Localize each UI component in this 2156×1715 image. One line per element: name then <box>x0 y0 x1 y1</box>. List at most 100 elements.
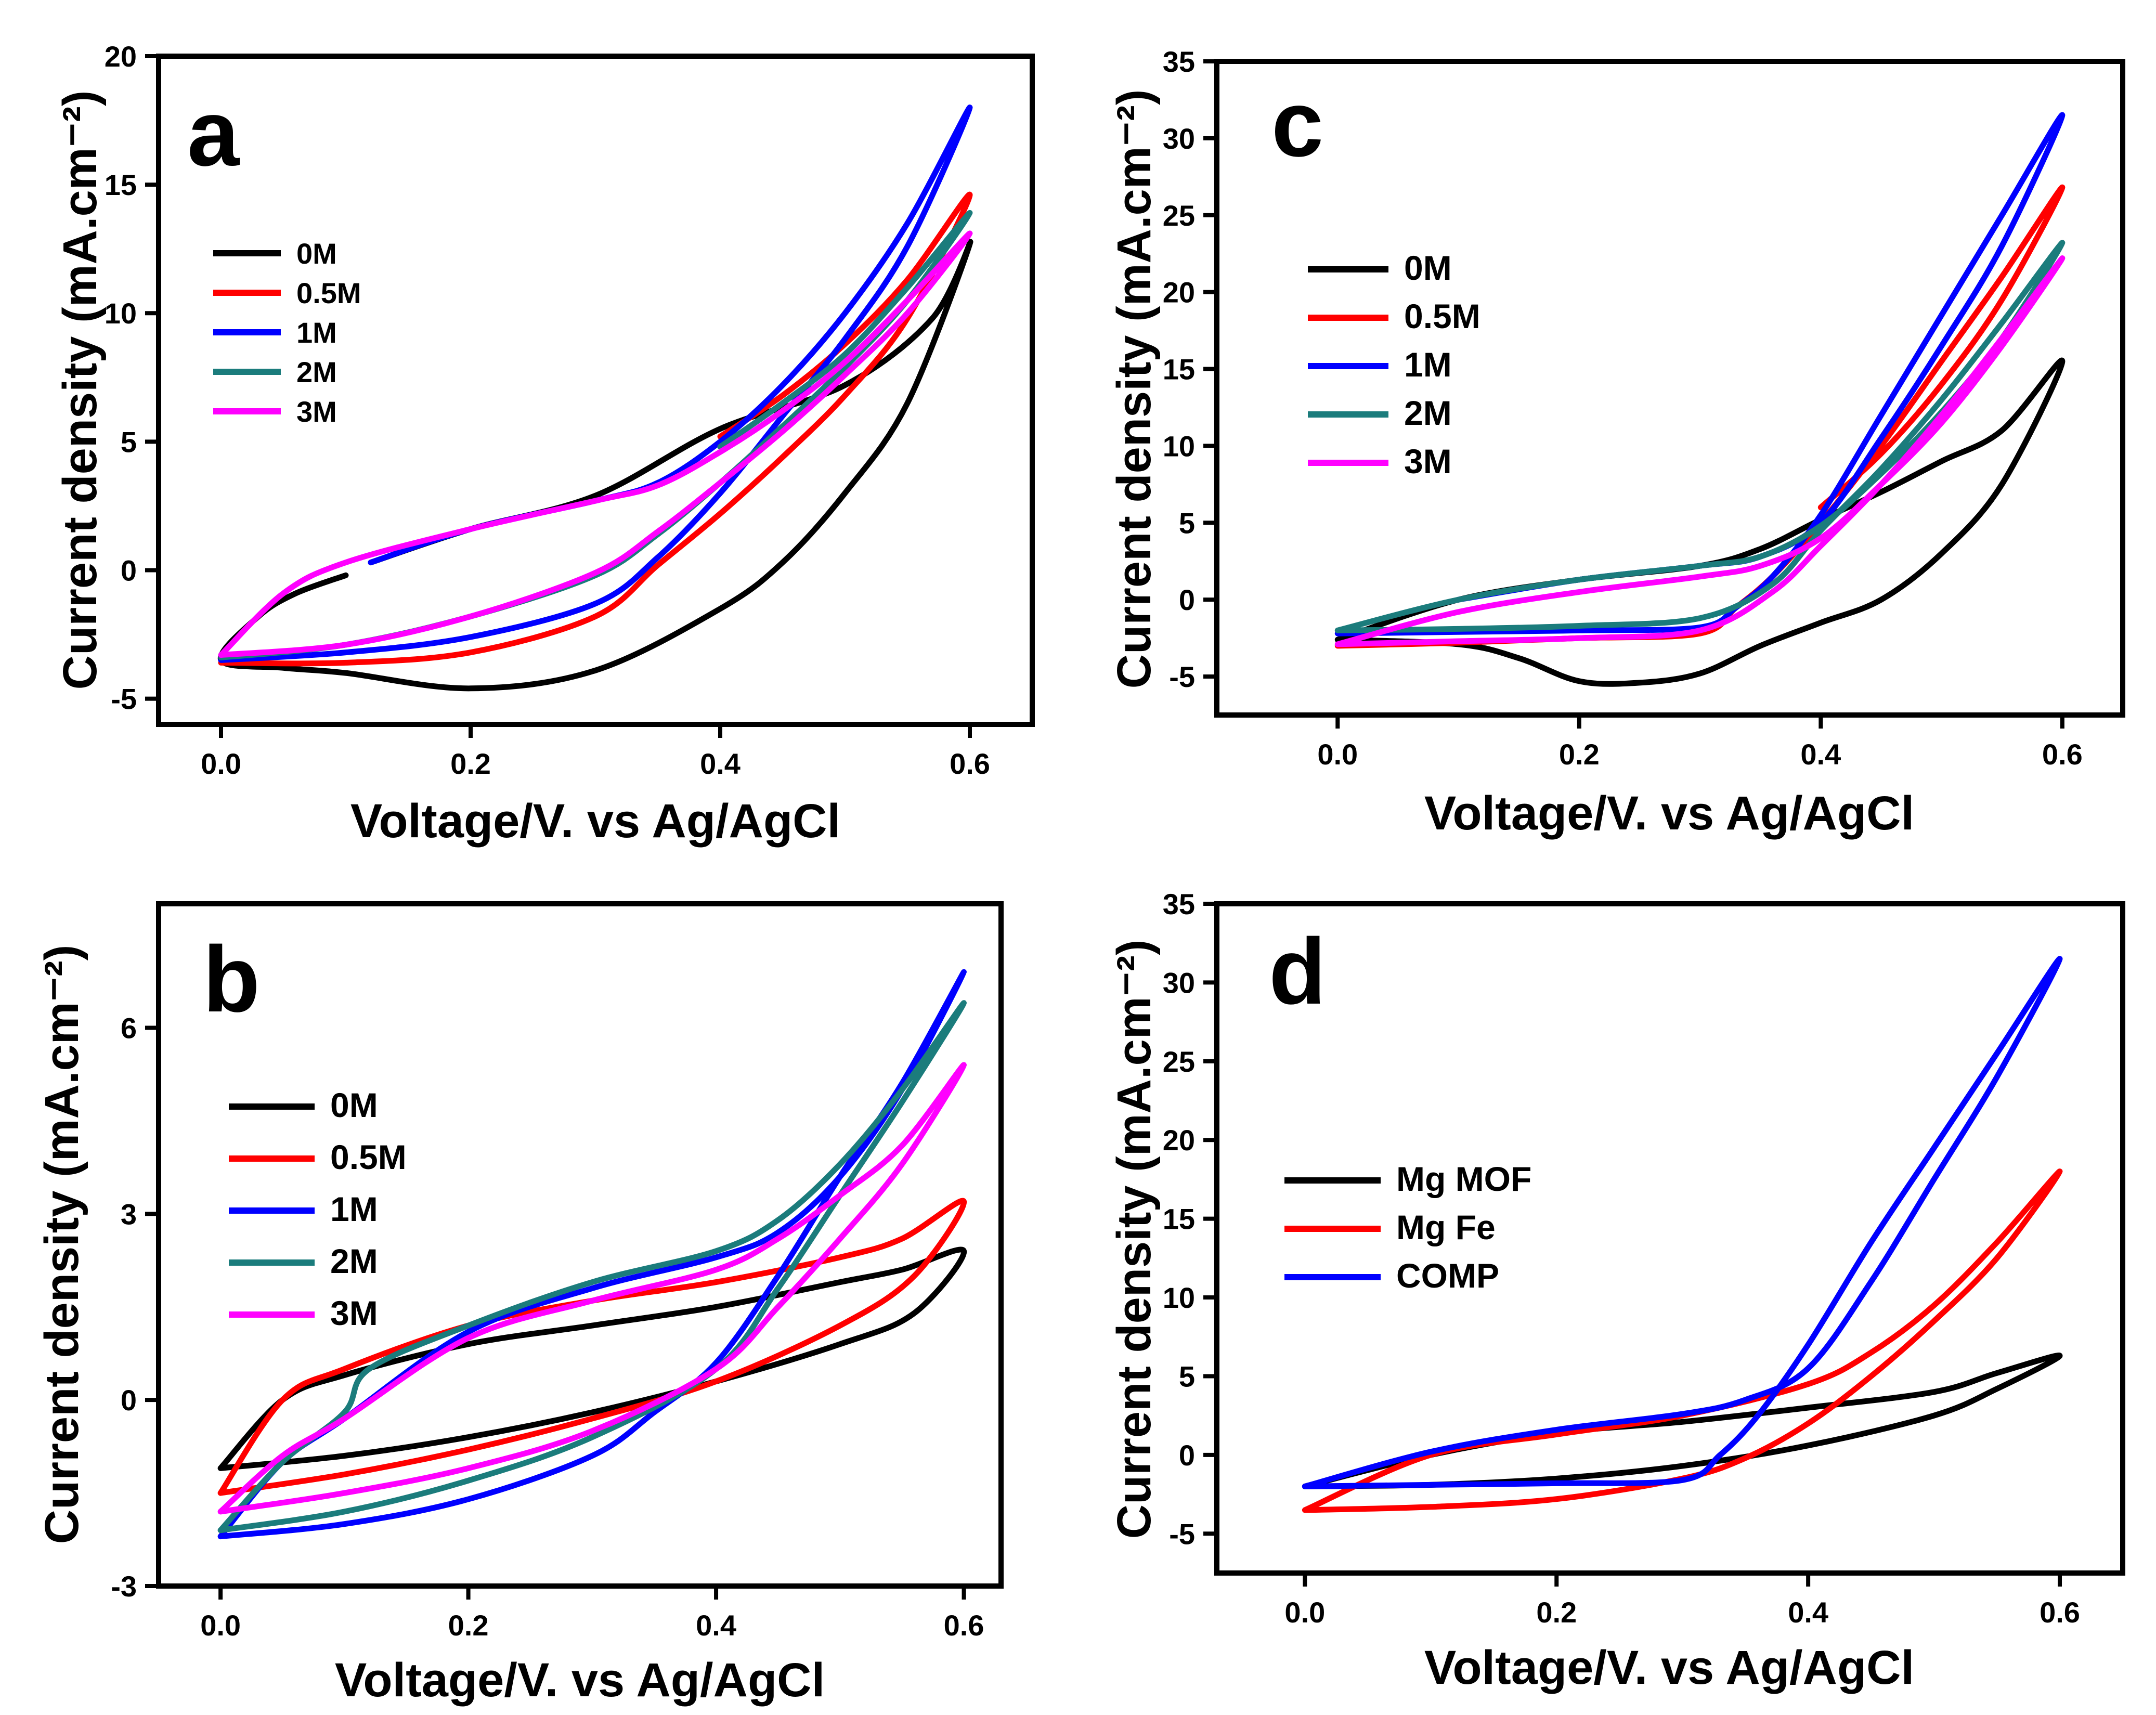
series-line-b-2 <box>217 969 967 1540</box>
legend-label-d-0: Mg MOF <box>1396 1160 1531 1198</box>
series-line-b-4 <box>217 1062 967 1515</box>
y-tick-label-c-2: 5 <box>1179 506 1195 539</box>
legend-label-b-2: 1M <box>330 1190 378 1228</box>
legend-label-c-1: 0.5M <box>1404 297 1480 335</box>
plot-frame-a <box>156 54 1035 727</box>
legend-d: Mg MOF Mg Fe COMP <box>1284 1160 1531 1295</box>
legend-label-c-0: 0M <box>1404 249 1452 287</box>
x-axis-title-c: Voltage/V. vs Ag/AgCl <box>1424 787 1914 840</box>
panel-b: 0.0 0.2 0.4 0.6 -3 0 3 6 b Voltage/V. vs Ag/AgC… <box>35 901 1004 1707</box>
y-tick-label-b-3: 6 <box>121 1012 137 1045</box>
series-line-b-1 <box>217 1198 967 1496</box>
x-tick-label-c-1: 0.2 <box>1559 738 1600 771</box>
series-line-d-1 <box>1302 1168 2063 1513</box>
y-tick-label-b-0: -3 <box>111 1570 137 1603</box>
series-line-a-1 <box>218 191 973 667</box>
legend-label-b-1: 0.5M <box>330 1138 407 1176</box>
plot-frame-c <box>1214 59 2125 718</box>
panel-a: 0.0 0.2 0.4 0.6 -5 0 5 10 15 20 a Voltage/V. vs A… <box>54 40 1035 848</box>
y-tick-label-c-1: 0 <box>1179 583 1195 616</box>
legend-label-b-3: 2M <box>330 1242 378 1280</box>
x-tick-label-c-3: 0.6 <box>2042 738 2083 771</box>
y-tick-label-c-8: 35 <box>1163 45 1195 78</box>
x-tick-label-a-1: 0.2 <box>450 747 491 780</box>
y-tick-label-a-4: 15 <box>105 168 137 201</box>
series-line-b-0 <box>217 1246 967 1471</box>
series-line-a-4 <box>218 230 973 658</box>
series-c <box>1334 112 2066 687</box>
panel-label-c: c <box>1271 72 1323 176</box>
legend-label-c-2: 1M <box>1404 345 1452 384</box>
y-tick-label-a-5: 20 <box>105 40 137 73</box>
series-line-b-3 <box>217 1000 967 1534</box>
series-line-c-4 <box>1334 255 2066 647</box>
legend-b: 0M 0.5M 1M 2M 3M <box>229 1086 407 1332</box>
x-tick-label-b-1: 0.2 <box>448 1609 489 1642</box>
x-axis-title-b: Voltage/V. vs Ag/AgCl <box>335 1654 825 1707</box>
legend-a: 0M 0.5M 1M 2M 3M <box>213 237 361 428</box>
series-line-d-0 <box>1302 1353 2063 1489</box>
y-tick-label-c-0: -5 <box>1169 660 1195 693</box>
x-tick-label-a-2: 0.4 <box>700 747 741 780</box>
y-axis-title-a: Current density (mA.cm⁻²) <box>54 90 107 690</box>
y-tick-label-a-3: 10 <box>105 297 137 330</box>
series-a <box>217 105 973 692</box>
y-tick-label-a-0: -5 <box>111 683 137 716</box>
y-axis-title-b: Current density (mA.cm⁻²) <box>35 945 88 1544</box>
y-tick-label-b-1: 0 <box>121 1384 137 1417</box>
series-line-d-2 <box>1302 956 2063 1489</box>
x-tick-label-a-0: 0.0 <box>201 747 241 780</box>
y-tick-label-b-2: 3 <box>121 1198 137 1230</box>
plot-frame-d <box>1214 901 2125 1576</box>
legend-label-a-1: 0.5M <box>296 277 361 309</box>
x-tick-label-c-0: 0.0 <box>1317 738 1358 771</box>
x-axis-title-d: Voltage/V. vs Ag/AgCl <box>1424 1641 1914 1694</box>
legend-label-a-2: 1M <box>296 316 337 349</box>
y-tick-label-d-7: 30 <box>1163 966 1195 999</box>
y-tick-label-d-0: -5 <box>1169 1517 1195 1550</box>
x-tick-label-a-3: 0.6 <box>950 747 990 780</box>
legend-label-c-4: 3M <box>1404 442 1452 480</box>
legend-label-d-2: COMP <box>1396 1256 1499 1295</box>
series-line-c-3 <box>1334 240 2066 633</box>
y-tick-label-d-8: 35 <box>1163 888 1195 920</box>
y-tick-label-d-2: 5 <box>1179 1360 1195 1393</box>
legend-label-a-0: 0M <box>296 237 337 270</box>
legend-label-d-1: Mg Fe <box>1396 1208 1496 1246</box>
y-tick-label-a-2: 5 <box>121 425 137 458</box>
plot-frame-b <box>156 901 1004 1589</box>
series-d <box>1302 956 2063 1513</box>
y-tick-label-c-6: 25 <box>1163 199 1195 232</box>
ticks-d: 0.0 0.2 0.4 0.6 -5 0 5 10 15 20 25 30 35 <box>1163 888 2080 1629</box>
y-tick-label-d-1: 0 <box>1179 1439 1195 1472</box>
legend-label-c-3: 2M <box>1404 394 1452 432</box>
y-tick-label-d-4: 15 <box>1163 1203 1195 1236</box>
x-tick-label-d-0: 0.0 <box>1284 1596 1325 1629</box>
legend-label-b-0: 0M <box>330 1086 378 1124</box>
y-tick-label-d-3: 10 <box>1163 1281 1195 1314</box>
panel-label-d: d <box>1269 919 1326 1024</box>
y-tick-label-d-6: 25 <box>1163 1045 1195 1078</box>
y-tick-label-a-1: 0 <box>121 554 137 587</box>
panel-label-b: b <box>203 927 260 1032</box>
y-tick-label-c-3: 10 <box>1163 430 1195 462</box>
y-axis-title-d: Current density (mA.cm⁻²) <box>1108 940 1161 1539</box>
y-tick-label-c-4: 15 <box>1163 353 1195 386</box>
series-b <box>217 969 967 1540</box>
panel-d: 0.0 0.2 0.4 0.6 -5 0 5 10 15 20 25 30 35 d Voltage/V… <box>1108 888 2125 1694</box>
legend-label-a-4: 3M <box>296 395 337 428</box>
x-tick-label-d-2: 0.4 <box>1788 1596 1828 1629</box>
ticks-b: 0.0 0.2 0.4 0.6 -3 0 3 6 <box>111 1012 984 1642</box>
y-tick-label-d-5: 20 <box>1163 1124 1195 1157</box>
panel-label-a: a <box>187 81 240 186</box>
legend-c: 0M 0.5M 1M 2M 3M <box>1308 249 1480 480</box>
x-tick-label-b-2: 0.4 <box>696 1609 736 1642</box>
y-axis-title-c: Current density (mA.cm⁻²) <box>1108 89 1161 689</box>
x-tick-label-d-3: 0.6 <box>2040 1596 2080 1629</box>
x-axis-title-a: Voltage/V. vs Ag/AgCl <box>350 795 840 848</box>
x-tick-label-c-2: 0.4 <box>1800 738 1841 771</box>
y-tick-label-c-5: 20 <box>1163 276 1195 309</box>
legend-label-a-3: 2M <box>296 356 337 388</box>
legend-label-b-4: 3M <box>330 1294 378 1332</box>
